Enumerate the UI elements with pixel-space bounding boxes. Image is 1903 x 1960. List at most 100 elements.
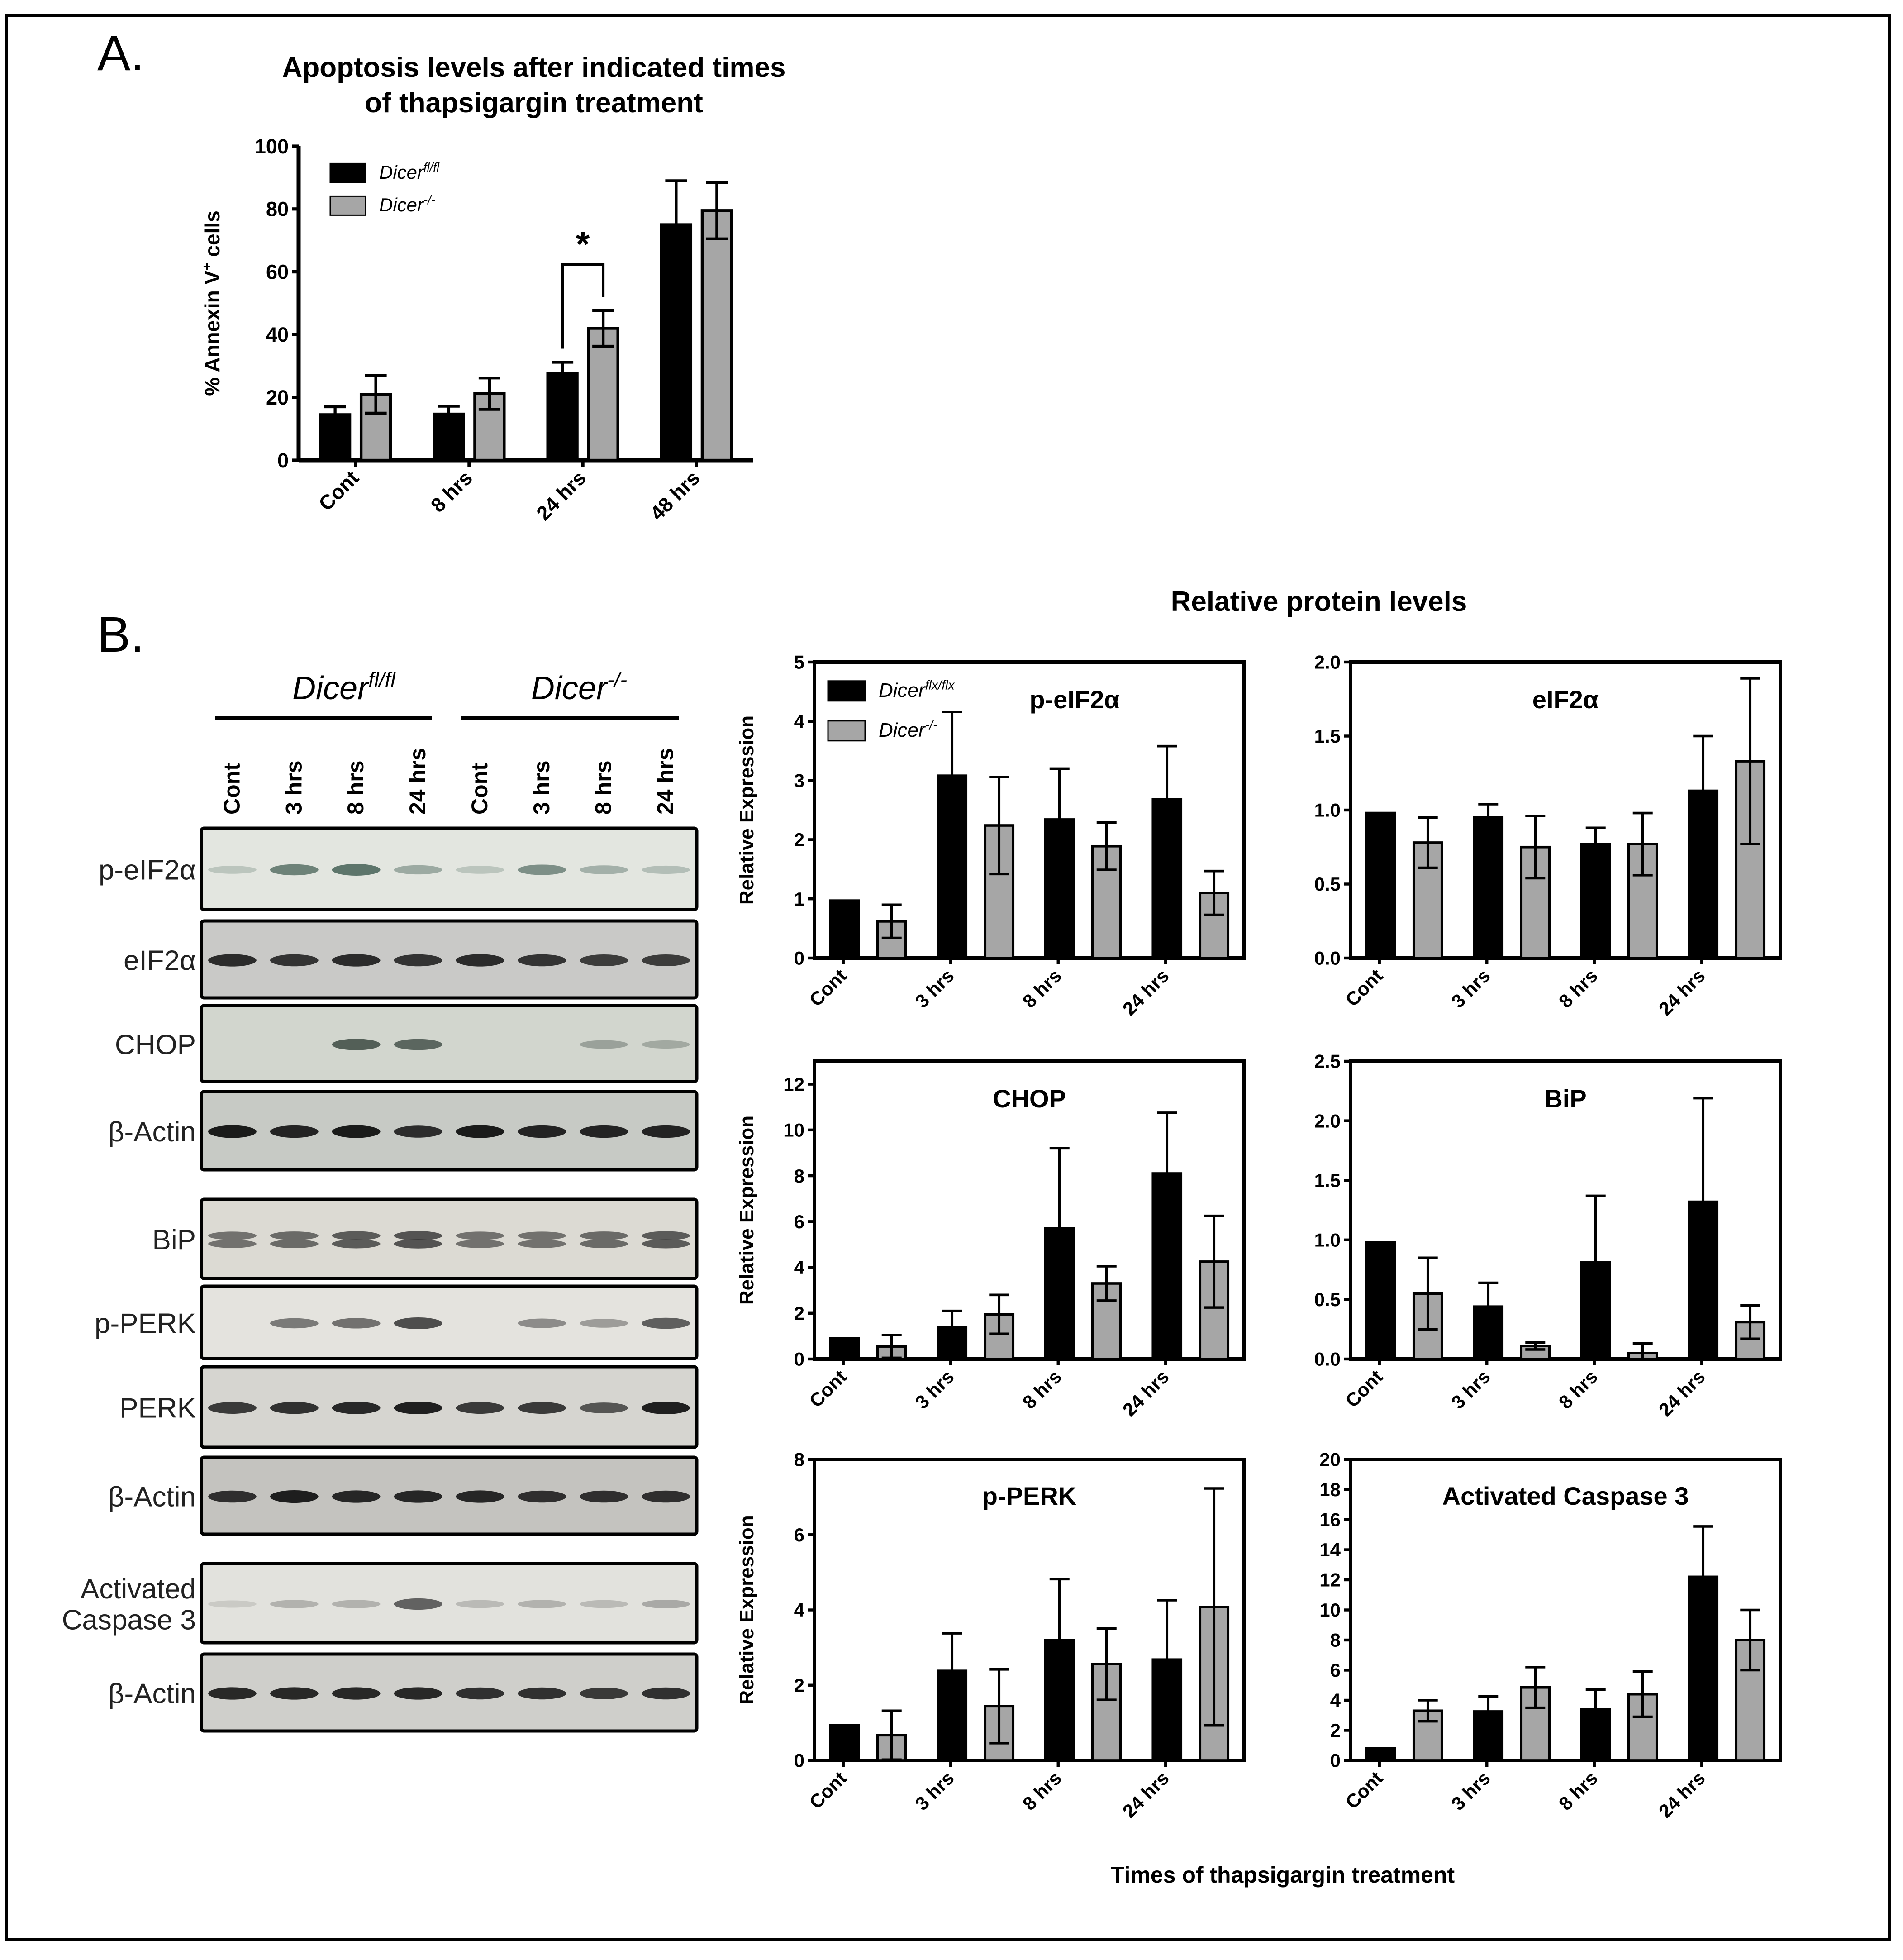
blot-row: PERK (119, 1365, 699, 1449)
p-eif2a-y-tick-label: 5 (794, 652, 804, 673)
blot-band (270, 864, 319, 876)
blot-band (518, 954, 566, 967)
p-eif2a-legend-label-base: Dicer (879, 679, 926, 701)
blot-strip (200, 1562, 699, 1645)
blot-band (332, 1239, 381, 1249)
blot-band (580, 1319, 628, 1328)
blot-row-label: CHOP (115, 1030, 196, 1061)
blot-strip (200, 1004, 699, 1083)
blot-strip (200, 919, 699, 1000)
a-legend-label: Dicerfl/fl (379, 160, 440, 183)
blot-group-left-base: Dicer (292, 670, 370, 706)
blot-band (642, 1490, 690, 1503)
chop-x-tick-label: 24 hrs (1118, 1366, 1173, 1421)
blot-band (518, 864, 566, 875)
blot-band (208, 1231, 257, 1240)
p-eif2a-title: p-eIF2α (1029, 685, 1119, 714)
blot-row: β-Actin (108, 1652, 699, 1733)
eif2a-x-tick-label: 3 hrs (1447, 965, 1494, 1012)
blot-band (580, 1040, 628, 1049)
blot-band (580, 865, 628, 874)
blot-band (456, 1490, 504, 1503)
blot-band (394, 1687, 442, 1700)
figure-frame (5, 14, 1891, 1941)
p-eif2a-x-tick-label: 8 hrs (1018, 965, 1066, 1012)
p-eif2a-legend-swatch (827, 680, 866, 702)
blot-strip (200, 1455, 699, 1536)
p-perk-title: p-PERK (982, 1482, 1076, 1510)
p-eif2a-legend-label-sup: -/- (925, 718, 937, 732)
chop-y-tick-label: 2 (794, 1302, 804, 1324)
a-y-axis-label-sup: + (200, 262, 215, 270)
blot-row: CHOP (115, 1004, 699, 1083)
blot-band (208, 1402, 257, 1414)
blot-row-label: Caspase 3 (62, 1604, 196, 1636)
p-eif2a-legend-label: Dicerflx/flx (879, 678, 956, 701)
eif2a-bar-flox (1580, 843, 1611, 959)
bip-y-tick-label: 0.5 (1314, 1289, 1341, 1310)
chop-title: CHOP (993, 1084, 1066, 1113)
caspase3-bar-flox (1365, 1747, 1396, 1762)
blot-row-label: p-PERK (95, 1308, 196, 1340)
blot-lane-label: Cont (219, 763, 244, 815)
p-perk-x-tick-label: 3 hrs (911, 1767, 958, 1814)
bip-x-tick-label: 24 hrs (1655, 1366, 1709, 1421)
blot-row: β-Actin (108, 1455, 699, 1536)
blot-band (332, 1125, 381, 1138)
p-eif2a-y-tick-label: 2 (794, 829, 804, 850)
a-y-axis-label-base: % Annexin V (200, 271, 224, 396)
blot-lane-label: 3 hrs (529, 760, 554, 815)
p-perk-y-tick-label: 8 (794, 1449, 804, 1470)
p-perk-y-axis-label-base: Relative Expression (736, 1515, 758, 1704)
blot-band (270, 1318, 319, 1329)
chop-y-tick-label: 6 (794, 1211, 804, 1232)
blot-band (518, 1240, 566, 1248)
a-y-tick-label: 100 (255, 135, 289, 158)
a-bar-ko (587, 327, 619, 462)
panel-a: 0 20 40 60 80 100 Cont 8 hrs 24 hrs 48 hrs % Annex… (200, 135, 753, 525)
blot-band (456, 1402, 504, 1414)
a-x-tick-label: 8 hrs (426, 466, 477, 517)
caspase3-x-tick-label: 24 hrs (1655, 1767, 1709, 1822)
blot-row-label: β-Actin (108, 1679, 196, 1710)
caspase3-x-tick-label: Cont (1341, 1767, 1387, 1813)
significance-bracket (561, 263, 605, 349)
blot-band (456, 1240, 504, 1248)
blot-band (580, 1231, 628, 1240)
blot-band (456, 1125, 504, 1138)
blot-band (580, 1490, 628, 1503)
blot-lane-label: Cont (467, 763, 492, 815)
caspase3-y-tick-label: 6 (1330, 1660, 1341, 1681)
eif2a-title: eIF2α (1532, 685, 1599, 714)
blot-band (270, 1125, 319, 1138)
blot-row: β-Actin (108, 1090, 699, 1172)
p-perk-bar-flox (829, 1724, 860, 1762)
a-bar-ko (700, 209, 733, 462)
bip-x-tick-label: Cont (1341, 1366, 1387, 1412)
p-perk-y-tick-label: 4 (794, 1599, 805, 1621)
blot-band (332, 1402, 381, 1414)
p-eif2a-y-axis-label-base: Relative Expression (736, 715, 758, 905)
blot-band (332, 1600, 381, 1608)
caspase3-title: Activated Caspase 3 (1442, 1482, 1689, 1510)
blot-band (642, 1239, 690, 1249)
caspase3-y-tick-label: 16 (1319, 1509, 1341, 1531)
a-y-tick-label: 20 (266, 386, 289, 409)
blot-lane-label: 24 hrs (405, 748, 430, 815)
bip-y-tick-label: 2.0 (1314, 1110, 1341, 1131)
p-perk-x-tick-label: 8 hrs (1018, 1767, 1066, 1814)
bip-bar-flox (1365, 1241, 1396, 1360)
blot-band (208, 1600, 257, 1608)
eif2a-x-tick-label: 24 hrs (1655, 965, 1709, 1020)
blot-row: eIF2α (124, 919, 699, 1000)
a-legend-label: Dicer-/- (379, 193, 435, 215)
a-legend-label-sup: fl/fl (423, 160, 440, 174)
caspase3-y-tick-label: 18 (1319, 1479, 1341, 1500)
blot-row-label: β-Actin (108, 1116, 196, 1148)
blot-band (270, 1600, 319, 1608)
panel-labels: A. Apoptosis levels after indicated time… (97, 25, 1467, 1888)
a-legend-swatch (329, 162, 366, 183)
caspase3-x-tick-label: 8 hrs (1555, 1767, 1602, 1814)
